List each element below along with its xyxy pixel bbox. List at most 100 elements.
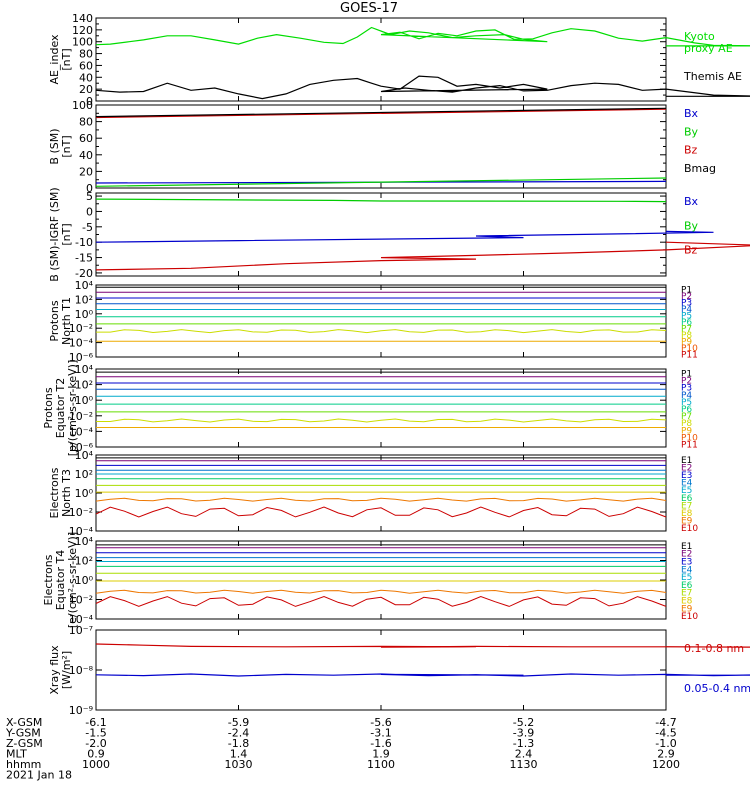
y-axis-label: AE_index <box>48 34 61 85</box>
x-axis-value: -6.1 <box>85 716 106 729</box>
legend-label: P3 <box>681 298 692 308</box>
x-axis-value: -2.4 <box>228 727 249 740</box>
x-axis-row-label: Z-GSM <box>6 737 43 750</box>
y-axis-label: Equator T4 <box>54 550 67 610</box>
x-axis-value: 1030 <box>225 758 253 771</box>
channel-line-p8 <box>96 329 667 334</box>
y-tick-label: 20 <box>79 165 93 178</box>
legend-label: E1 <box>681 542 692 552</box>
legend-label: E8 <box>681 509 693 519</box>
y-axis-label: [nT] <box>60 135 73 157</box>
legend-label: By <box>684 125 699 138</box>
panel-5: 10⁻⁶ 10⁻⁴ 10⁻² 10⁰ 10² 10⁴ Protons Equator T2 [p… <box>42 360 698 457</box>
legend-label: P8 <box>681 419 692 429</box>
x-axis-value: 1000 <box>82 758 110 771</box>
x-axis-row-label: MLT <box>6 748 27 761</box>
legend-label: E2 <box>681 550 692 560</box>
y-tick-label: 10⁻⁴ <box>69 525 94 538</box>
y-tick-label: 10⁰ <box>75 308 94 321</box>
legend-label: P4 <box>681 391 692 401</box>
legend-label: E7 <box>681 501 692 511</box>
x-axis-value: 1100 <box>367 758 395 771</box>
x-axis-value: -1.8 <box>228 737 249 750</box>
y-tick-label: -5 <box>82 221 93 234</box>
y-axis-label: [W/m²] <box>60 651 73 689</box>
legend-label: P1 <box>681 285 692 295</box>
x-axis-value: -1.6 <box>370 737 391 750</box>
y-tick-label: -20 <box>75 267 93 280</box>
legend-label: Bz <box>684 144 698 157</box>
y-tick-label: 10² <box>75 468 93 481</box>
x-axis-value: -5.9 <box>228 716 249 729</box>
legend-label: E3 <box>681 471 692 481</box>
y-axis-label: North T1 <box>60 297 73 345</box>
legend-label: Bz <box>684 244 698 257</box>
legend-label: P4 <box>681 305 692 315</box>
x-axis-value: -4.7 <box>655 716 676 729</box>
x-axis-row-label: hhmm <box>6 758 41 771</box>
legend-label: E3 <box>681 558 692 568</box>
y-axis-label: B (SM)-IGRF (SM) <box>48 187 61 281</box>
y-tick-label: 10² <box>75 379 93 392</box>
series-line-by <box>95 177 667 187</box>
y-axis-label: Electrons <box>42 554 55 605</box>
chart-title: GOES-17 <box>340 1 399 16</box>
series-line-bmag <box>95 107 667 118</box>
channel-line-e10 <box>95 595 667 607</box>
x-axis-value: -1.0 <box>655 737 676 750</box>
legend-label: P2 <box>681 377 692 387</box>
y-axis-label: Protons <box>48 300 61 341</box>
series-line-bx <box>95 230 714 243</box>
panel-frame <box>95 104 667 189</box>
series-line-bz <box>95 241 750 271</box>
y-tick-label: 10² <box>75 293 93 306</box>
legend-label: P6 <box>681 405 692 415</box>
y-tick-label: -15 <box>75 252 93 265</box>
y-axis-label: [nT] <box>60 48 73 70</box>
panel-2: 0 20 40 60 80 100 B (SM) [nT] Bx By Bz Bmag <box>48 99 716 195</box>
legend-label: 0.05-0.4 nm <box>684 682 750 695</box>
legend-label: P9 <box>681 426 692 436</box>
y-tick-label: 10⁻⁴ <box>69 613 94 626</box>
y-tick-label: 0 <box>86 95 93 108</box>
y-tick-label: 10⁰ <box>75 574 94 587</box>
legend-label: Bmag <box>684 162 716 175</box>
y-tick-label: 10⁻⁶ <box>69 441 94 454</box>
y-tick-label: 10⁻² <box>69 410 93 423</box>
legend-label: P9 <box>681 338 692 348</box>
series-line-kyoto-proxy-ae <box>95 26 750 47</box>
x-axis-value: -3.1 <box>370 727 391 740</box>
y-tick-label: 120 <box>72 24 93 37</box>
x-axis-value: -5.2 <box>513 716 534 729</box>
legend-label: E7 <box>681 589 692 599</box>
y-tick-label: 10⁻² <box>69 322 93 335</box>
y-tick-label: 10⁻⁴ <box>69 337 94 350</box>
legend-label: E9 <box>681 604 693 614</box>
channel-line-e9 <box>95 497 667 502</box>
legend-label: By <box>684 219 699 232</box>
y-axis-label: Protons <box>42 387 55 428</box>
y-tick-label: 80 <box>79 116 93 129</box>
legend-label: proxy AE <box>684 42 733 55</box>
legend-label: E4 <box>681 479 693 489</box>
x-axis-value: -3.9 <box>513 727 534 740</box>
series-line-by <box>95 198 667 203</box>
y-tick-label: 40 <box>79 71 93 84</box>
panel-3: -20 -15 -10 -5 0 5 B (SM)-IGRF (SM) [nT] Bx By Bz <box>48 187 750 282</box>
legend-label: P3 <box>681 384 692 394</box>
legend-label: P8 <box>681 331 692 341</box>
y-tick-label: 10² <box>75 555 93 568</box>
y-tick-label: 10⁻⁴ <box>69 425 94 438</box>
panel-8: 10⁻⁹ 10⁻⁸ 10⁻⁷ Xray flux [W/m²] 0.1-0.8 nm 0.0… <box>48 624 750 717</box>
y-tick-label: 10⁰ <box>75 487 94 500</box>
legend-label: E10 <box>681 524 698 534</box>
y-axis-label: Xray flux <box>48 645 61 695</box>
x-axis-value: -5.6 <box>370 716 391 729</box>
y-tick-label: 10⁴ <box>75 535 94 548</box>
series-line-themis-ae <box>95 75 750 100</box>
legend-label: E4 <box>681 565 693 575</box>
y-tick-label: 100 <box>72 36 93 49</box>
y-tick-label: 0 <box>86 205 93 218</box>
y-tick-label: 20 <box>79 83 93 96</box>
